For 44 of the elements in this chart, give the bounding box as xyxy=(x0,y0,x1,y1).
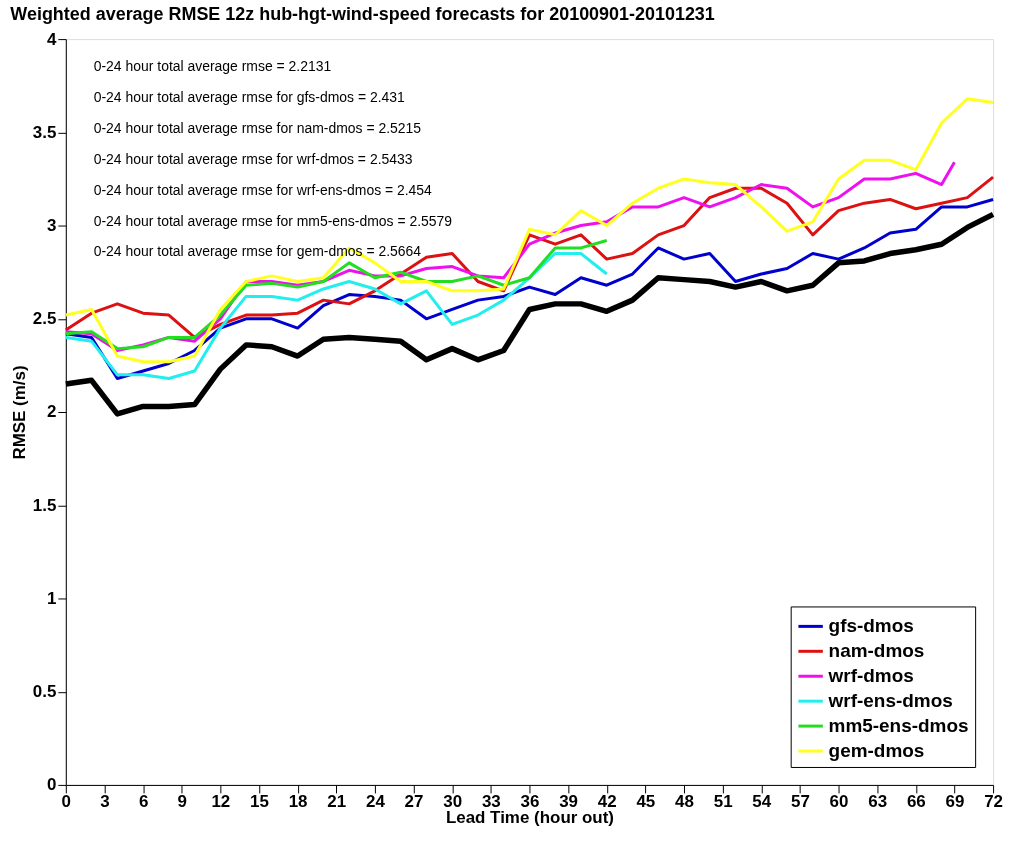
legend-label: gfs-dmos xyxy=(828,615,914,637)
x-tick-label: 48 xyxy=(675,792,694,812)
x-tick-label: 66 xyxy=(906,792,926,812)
x-tick-label: 69 xyxy=(945,792,965,812)
x-tick-label: 63 xyxy=(868,792,888,812)
x-tick-label: 54 xyxy=(752,792,772,812)
legend-label: mm5-ens-dmos xyxy=(828,715,969,737)
legend-label: gem-dmos xyxy=(828,740,925,761)
x-tick-label: 24 xyxy=(365,792,386,812)
x-tick-label: 3 xyxy=(100,792,110,812)
annotation: 0-24 hour total average rmse for gfs-dmos = 2.431 xyxy=(93,88,406,105)
x-tick-label: 9 xyxy=(177,792,187,812)
y-tick-label: 0.5 xyxy=(32,682,57,702)
x-tick-label: 21 xyxy=(327,792,347,812)
x-tick-label: 18 xyxy=(288,792,308,812)
annotation: 0-24 hour total average rmse = 2.2131 xyxy=(93,58,332,75)
y-tick-label: 1 xyxy=(46,588,57,608)
x-tick-label: 12 xyxy=(211,792,231,812)
legend-label: wrf-ens-dmos xyxy=(827,690,953,712)
chart-title: Weighted average RMSE 12z hub-hgt-wind-speed forecasts for 20100901-20101231 xyxy=(10,4,715,25)
x-tick-label: 15 xyxy=(250,792,269,812)
annotation: 0-24 hour total average rmse for mm5-ens-dmos = 2.5579 xyxy=(93,212,453,229)
x-tick-label: 57 xyxy=(790,792,810,812)
y-axis-title: RMSE (m/s) xyxy=(9,365,29,460)
y-tick-label: 1.5 xyxy=(32,495,57,515)
x-tick-label: 0 xyxy=(61,792,72,812)
x-tick-label: 60 xyxy=(829,792,849,812)
x-tick-label: 51 xyxy=(713,792,733,812)
x-tick-label: 27 xyxy=(404,792,424,812)
y-tick-label: 2 xyxy=(46,402,57,422)
x-tick-label: 45 xyxy=(636,792,656,812)
annotation: 0-24 hour total average rmse for wrf-dmos = 2.5433 xyxy=(93,150,413,167)
x-tick-label: 6 xyxy=(138,792,149,812)
x-tick-label: 72 xyxy=(984,792,1004,812)
y-tick-label: 2.5 xyxy=(32,309,57,329)
legend-label: wrf-dmos xyxy=(827,665,914,687)
y-tick-label: 3.5 xyxy=(32,122,57,142)
y-tick-label: 4 xyxy=(46,29,57,49)
annotation: 0-24 hour total average rmse for nam-dmos = 2.5215 xyxy=(93,119,422,136)
annotation: 0-24 hour total average rmse for wrf-ens-dmos = 2.454 xyxy=(93,181,433,198)
legend-label: nam-dmos xyxy=(828,640,925,662)
y-tick-label: 3 xyxy=(46,216,57,236)
line-series xyxy=(64,238,609,351)
y-tick-label: 0 xyxy=(46,775,57,795)
